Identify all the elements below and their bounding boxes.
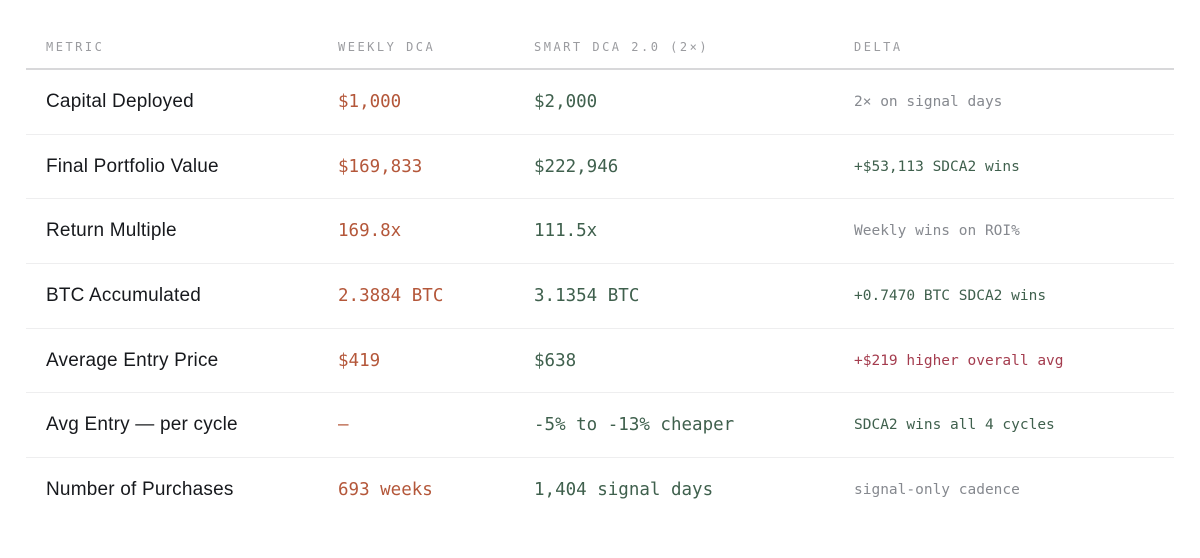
table-row: Capital Deployed $1,000 $2,000 2× on sig… xyxy=(26,70,1174,135)
table-row: BTC Accumulated 2.3884 BTC 3.1354 BTC +0… xyxy=(26,264,1174,329)
metric-label: Return Multiple xyxy=(46,220,177,242)
weekly-dca-value: $419 xyxy=(338,350,381,371)
metric-label: Number of Purchases xyxy=(46,479,234,501)
delta-note: Weekly wins on ROI% xyxy=(854,223,1020,240)
metric-label: Capital Deployed xyxy=(46,90,194,112)
smart-dca-value: $2,000 xyxy=(534,91,598,112)
dca-comparison-table: METRIC WEEKLY DCA SMART DCA 2.0 (2×) DEL… xyxy=(26,0,1174,523)
weekly-dca-value: $1,000 xyxy=(338,91,402,112)
weekly-dca-value: – xyxy=(338,415,349,436)
delta-note: +0.7470 BTC SDCA2 wins xyxy=(854,287,1047,304)
delta-note: SDCA2 wins all 4 cycles xyxy=(854,417,1055,434)
smart-dca-value: 1,404 signal days xyxy=(534,480,714,501)
table-row: Return Multiple 169.8x 111.5x Weekly win… xyxy=(26,199,1174,265)
delta-note: 2× on signal days xyxy=(854,93,1003,110)
delta-note: +$53,113 SDCA2 wins xyxy=(854,158,1020,175)
smart-dca-value: -5% to -13% cheaper xyxy=(534,415,735,436)
delta-note: signal-only cadence xyxy=(854,482,1020,499)
table-row: Final Portfolio Value $169,833 $222,946 … xyxy=(26,135,1174,200)
metric-label: BTC Accumulated xyxy=(46,284,202,306)
table-body: Capital Deployed $1,000 $2,000 2× on sig… xyxy=(26,70,1174,523)
table-row: Number of Purchases 693 weeks 1,404 sign… xyxy=(26,458,1174,523)
smart-dca-value: $638 xyxy=(534,350,577,371)
table-header-row: METRIC WEEKLY DCA SMART DCA 2.0 (2×) DEL… xyxy=(26,0,1174,70)
weekly-dca-value: $169,833 xyxy=(338,156,423,177)
column-header-weekly-dca: WEEKLY DCA xyxy=(338,40,436,54)
metric-label: Final Portfolio Value xyxy=(46,155,219,177)
weekly-dca-value: 693 weeks xyxy=(338,480,433,501)
smart-dca-value: 3.1354 BTC xyxy=(534,285,640,306)
metric-label: Avg Entry — per cycle xyxy=(46,414,238,436)
table-row: Average Entry Price $419 $638 +$219 high… xyxy=(26,329,1174,394)
metric-label: Average Entry Price xyxy=(46,349,219,371)
table-row: Avg Entry — per cycle – -5% to -13% chea… xyxy=(26,393,1174,459)
column-header-delta: DELTA xyxy=(854,40,903,54)
weekly-dca-value: 2.3884 BTC xyxy=(338,285,444,306)
delta-note: +$219 higher overall avg xyxy=(854,352,1064,369)
column-header-smart-dca: SMART DCA 2.0 (2×) xyxy=(534,40,710,54)
column-header-metric: METRIC xyxy=(46,40,105,54)
weekly-dca-value: 169.8x xyxy=(338,221,402,242)
smart-dca-value: $222,946 xyxy=(534,156,619,177)
smart-dca-value: 111.5x xyxy=(534,221,598,242)
